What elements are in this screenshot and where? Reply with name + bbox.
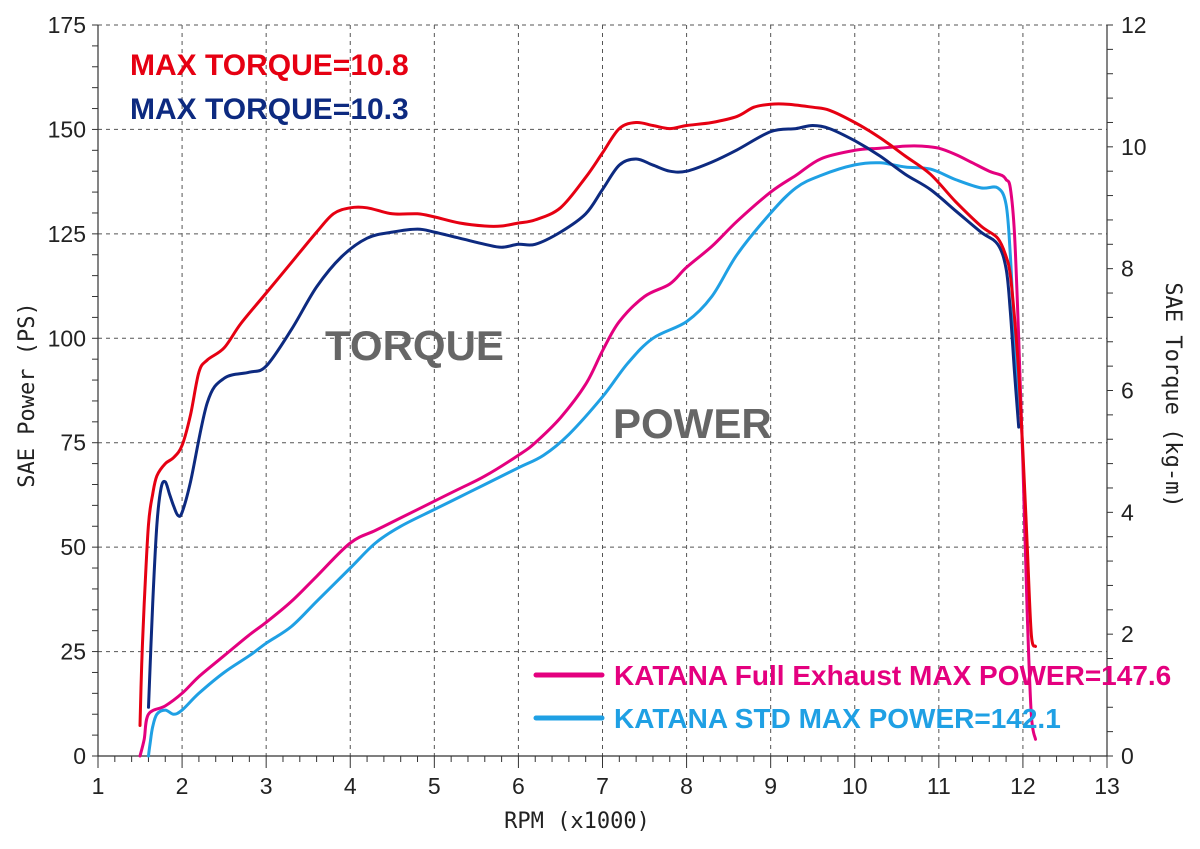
axes xyxy=(92,24,1113,768)
x-tick-label: 8 xyxy=(680,773,693,799)
x-tick-label: 1 xyxy=(92,773,105,799)
series-lines xyxy=(138,102,1037,758)
torque-area-label: TORQUE xyxy=(325,322,504,369)
legend: KATANA Full Exhaust MAX POWER=147.6 KATA… xyxy=(533,660,1171,734)
x-tick-label: 13 xyxy=(1094,773,1120,799)
y-left-tick-label: 100 xyxy=(48,325,86,351)
y-left-tick-label: 75 xyxy=(60,430,86,456)
y-right-tick-label: 10 xyxy=(1121,134,1147,160)
y-right-tick-label: 12 xyxy=(1121,12,1147,38)
x-tick-label: 6 xyxy=(512,773,525,799)
x-tick-label: 2 xyxy=(176,773,189,799)
max-torque-full-label: MAX TORQUE=10.8 xyxy=(130,49,409,82)
y-right-tick-label: 0 xyxy=(1121,743,1134,769)
y-right-tick-label: 8 xyxy=(1121,256,1134,282)
y-left-tick-label: 175 xyxy=(48,12,86,38)
legend-label-power-std: KATANA STD MAX POWER=142.1 xyxy=(614,703,1061,734)
series-line-torque-std xyxy=(147,124,1021,709)
x-tick-label: 10 xyxy=(842,773,868,799)
y-left-tick-label: 50 xyxy=(60,534,86,560)
y-right-axis-title: SAE Torque (kg-m) xyxy=(1160,282,1185,507)
x-tick-label: 9 xyxy=(764,773,777,799)
y-right-tick-label: 2 xyxy=(1121,621,1134,647)
x-tick-label: 4 xyxy=(344,773,357,799)
grid xyxy=(98,24,1107,756)
y-left-tick-label: 0 xyxy=(73,743,86,769)
tick-labels: 1 2 3 4 5 6 7 8 9 10 11 12 1302550751001251501750246… xyxy=(48,12,1147,799)
x-tick-label: 5 xyxy=(428,773,441,799)
y-right-tick-label: 6 xyxy=(1121,378,1134,404)
y-right-tick-label: 4 xyxy=(1121,499,1134,525)
y-left-tick-label: 125 xyxy=(48,221,86,247)
x-tick-label: 11 xyxy=(927,773,951,799)
legend-label-power-full: KATANA Full Exhaust MAX POWER=147.6 xyxy=(614,660,1171,691)
max-torque-std-label: MAX TORQUE=10.3 xyxy=(130,93,409,126)
x-tick-label: 7 xyxy=(596,773,609,799)
x-tick-label: 3 xyxy=(260,773,273,799)
y-left-tick-label: 25 xyxy=(60,639,86,665)
series-line-torque-full xyxy=(138,102,1037,727)
y-left-axis-title: SAE Power (PS) xyxy=(15,302,40,487)
x-tick-label: 12 xyxy=(1010,773,1036,799)
series-line-power-full xyxy=(138,144,1037,758)
power-area-label: POWER xyxy=(613,400,772,447)
y-left-tick-label: 150 xyxy=(48,116,86,142)
series-line-power-std xyxy=(147,161,1021,758)
x-axis-title: RPM (x1000) xyxy=(504,809,650,834)
